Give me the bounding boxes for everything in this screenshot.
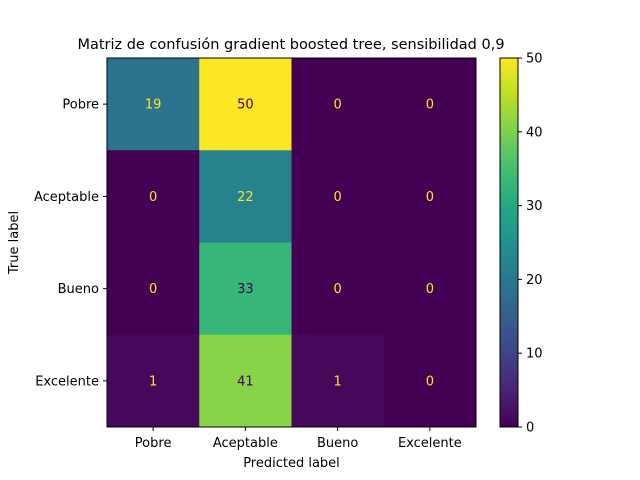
- cell-1-2: [291, 150, 385, 243]
- cell-value-3-2: 1: [333, 374, 341, 389]
- heatmap-cells: 19 50 0 0 0 22 0 0 0 33 0 0 1 41 1 0: [107, 58, 477, 428]
- cell-value-3-1: 41: [237, 374, 254, 389]
- chart-title: Matriz de confusión gradient boosted tre…: [77, 37, 504, 53]
- y-axis-label: True label: [7, 211, 22, 275]
- cell-2-2: [291, 242, 385, 336]
- y-tick-label: Pobre: [62, 98, 99, 113]
- cell-value-0-3: 0: [426, 98, 434, 113]
- cell-0-0: [107, 58, 200, 151]
- cell-value-2-3: 0: [426, 282, 434, 297]
- cell-value-0-2: 0: [333, 98, 341, 113]
- y-tick-label: Bueno: [58, 282, 99, 297]
- cell-0-2: [291, 58, 385, 151]
- cell-value-1-0: 0: [149, 190, 157, 205]
- cell-value-2-2: 0: [333, 282, 341, 297]
- colorbar-tick-label: 40: [526, 125, 543, 140]
- cell-value-2-0: 0: [149, 282, 157, 297]
- colorbar-tick-label: 10: [526, 347, 543, 362]
- cell-value-0-1: 50: [237, 98, 254, 113]
- x-tick-label: Excelente: [398, 436, 462, 451]
- x-tick-label: Aceptable: [213, 436, 278, 451]
- y-axis-ticks: Pobre Aceptable Bueno Excelente: [34, 98, 107, 389]
- x-axis-ticks: Pobre Aceptable Bueno Excelente: [135, 427, 462, 451]
- cell-1-1: [199, 150, 292, 243]
- colorbar-tick-label: 50: [526, 52, 543, 67]
- cell-3-1: [199, 334, 292, 428]
- colorbar-tick-label: 0: [526, 421, 534, 436]
- cell-3-2: [291, 334, 385, 428]
- cell-2-0: [107, 242, 200, 336]
- cell-1-0: [107, 150, 200, 243]
- x-axis-label: Predicted label: [243, 456, 340, 471]
- cell-3-0: [107, 334, 200, 428]
- colorbar-tick-label: 20: [526, 273, 543, 288]
- cell-value-2-1: 33: [237, 282, 254, 297]
- cell-value-0-0: 19: [145, 98, 162, 113]
- cell-value-1-3: 0: [426, 190, 434, 205]
- x-tick-label: Pobre: [135, 436, 172, 451]
- colorbar-gradient: [499, 57, 519, 428]
- cell-2-1: [199, 242, 292, 336]
- plot-frame: [106, 57, 477, 428]
- cell-value-1-1: 22: [237, 190, 254, 205]
- y-tick-label: Aceptable: [34, 190, 99, 205]
- colorbar: 0 10 20 30 40 50: [499, 52, 543, 436]
- cell-3-3: [383, 334, 477, 428]
- cell-0-3: [383, 58, 477, 151]
- colorbar-tick-label: 30: [526, 199, 543, 214]
- x-tick-label: Bueno: [317, 436, 358, 451]
- cell-2-3: [383, 242, 477, 336]
- cell-value-3-3: 0: [426, 374, 434, 389]
- cell-0-1: [199, 58, 292, 151]
- cell-value-3-0: 1: [149, 374, 157, 389]
- cell-value-1-2: 0: [333, 190, 341, 205]
- cell-1-3: [383, 150, 477, 243]
- y-tick-label: Excelente: [35, 374, 99, 389]
